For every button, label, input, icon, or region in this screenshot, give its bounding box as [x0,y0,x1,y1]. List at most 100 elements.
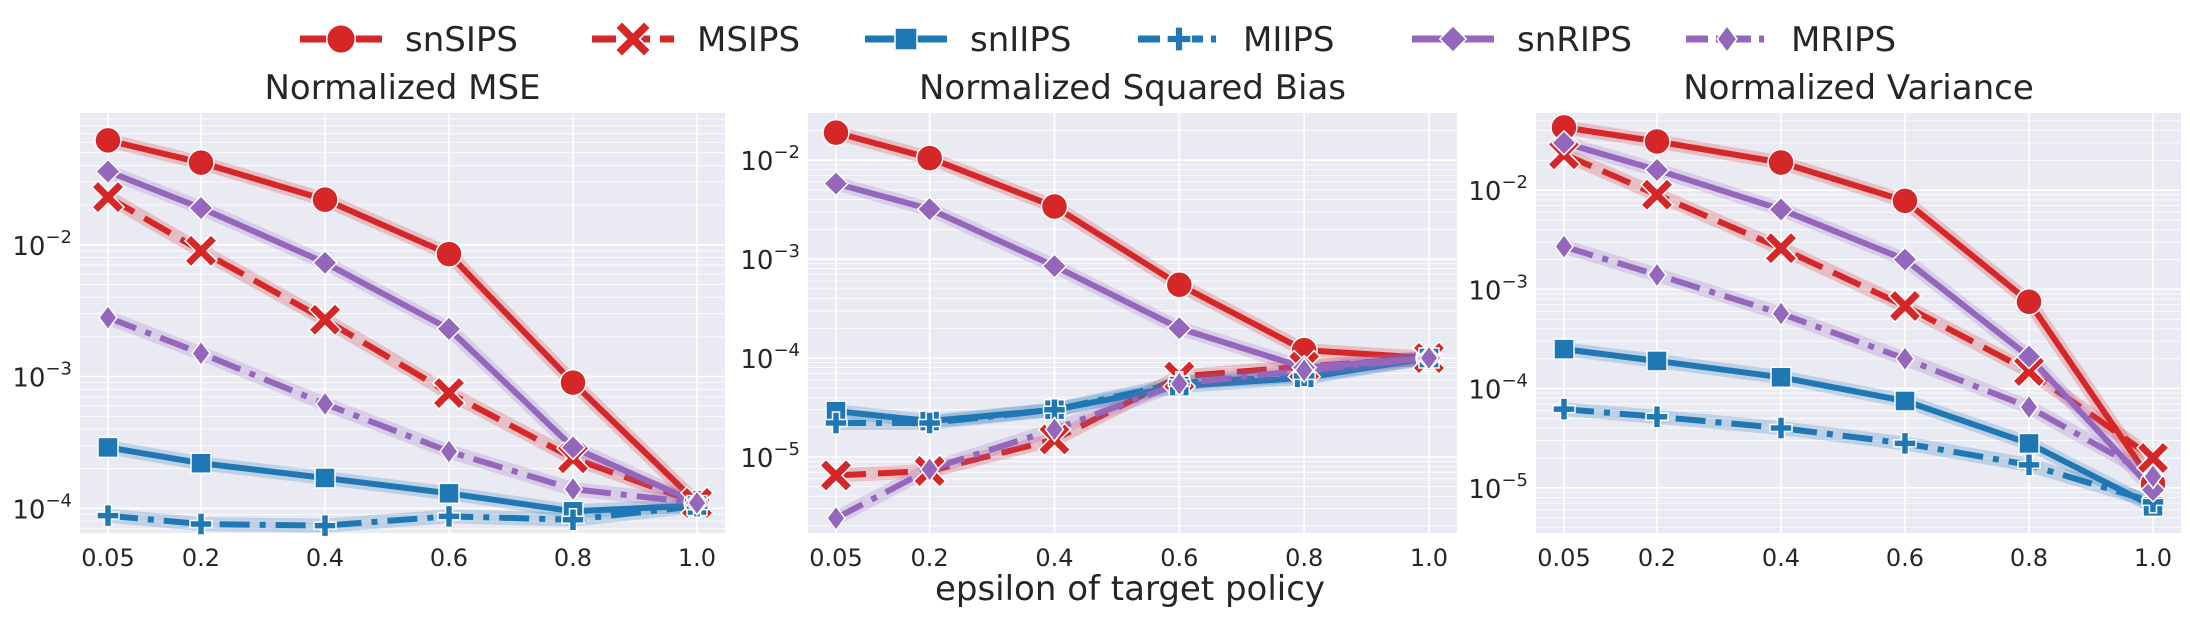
data-point [2017,453,2041,477]
data-point [561,507,585,532]
x-tick-label: 0.2 [182,544,220,572]
y-tick-label: 10−4 [12,490,72,525]
data-point-stroke [434,378,464,408]
data-point [1294,357,1315,384]
y-tick-label: 10−4 [1468,371,1528,406]
x-tick-label: 0.8 [2010,544,2048,572]
y-tick-base: 10 [1468,376,1501,406]
series-snrips [105,164,700,510]
data-point [307,302,343,337]
data-point [1169,370,1190,397]
data-point [1553,338,1575,360]
panel-title: Normalized MSE [264,68,540,108]
data-point [2015,288,2043,316]
series-line [1563,346,2155,510]
data-point-stroke [93,182,123,213]
data-point-stroke [1890,291,1920,321]
y-tick-base: 10 [1468,475,1501,505]
data-point [315,390,335,418]
markers-snrips [1550,129,2167,504]
legend-label: snIIPS [970,20,1071,60]
data-point [439,438,459,465]
data-point-stroke [1642,179,1672,210]
markers-mrips [826,344,1439,532]
y-tick-label: 10−3 [1468,271,1528,306]
legend-marker [1438,24,1468,54]
legend-label: MIIPS [1243,20,1334,60]
legend: snSIPS MSIPS snIIPS MIIPS snRIPS MRIPS [300,20,1896,60]
data-point [818,458,854,493]
y-tick-exponent: −2 [45,227,72,248]
series-snrips [1562,136,2159,495]
x-tick-label: 0.05 [1537,544,1590,572]
data-point [437,504,461,529]
series-line [1563,243,2155,480]
series-line [836,355,1430,427]
series-msips [1561,147,2158,464]
x-tick-label: 0.05 [81,544,134,572]
x-tick-label: 0.4 [1035,544,1073,572]
legend-marker [894,27,918,51]
series-line [106,314,698,506]
x-tick-label: 0.4 [1762,544,1800,572]
data-point [1887,288,1923,324]
data-point [1647,261,1667,289]
x-tick-label: 0.2 [1638,544,1676,572]
data-point [824,411,848,435]
legend-marker [1716,24,1738,54]
series-line [1563,139,2156,493]
data-point [1767,148,1795,177]
series-miips [1563,402,2156,509]
panel-normalized-squared-bias: 10−510−410−310−20.05 0.2 0.4 0.6 0.8 1.0Norma… [740,68,1457,572]
data-point [917,411,942,435]
series-line [1562,151,2155,461]
x-tick-label: 1.0 [1410,544,1448,572]
data-point [435,240,463,268]
series-line [834,355,1430,521]
y-tick-exponent: −3 [1501,271,1528,292]
x-tick-label: 1.0 [678,544,716,572]
data-point [435,315,463,342]
data-point [1895,345,1915,372]
panel-normalized-variance: 10−510−410−310−20.05 0.2 0.4 0.6 0.8 1.0Norma… [1468,68,2181,572]
y-tick-base: 10 [740,147,773,177]
data-point [190,452,212,474]
data-point [187,148,215,177]
x-tick-label: 0.8 [1285,544,1323,572]
panel-title: Normalized Variance [1683,68,2034,108]
y-tick-base: 10 [740,345,773,375]
data-point [1645,405,1669,429]
legend-marker-stroke [616,22,650,56]
y-tick-exponent: −5 [773,439,800,460]
series-line [107,503,698,529]
data-point [189,512,213,536]
markers-msips [1546,137,2171,475]
y-tick-base: 10 [12,364,45,394]
data-point [822,170,850,197]
data-point [1041,253,1068,280]
data-point [191,340,211,367]
legend-marker [1166,26,1192,52]
y-tick-base: 10 [12,232,45,262]
series-line [835,129,1430,361]
series-line [107,444,698,515]
series-snsips [834,125,1430,365]
y-tick-base: 10 [12,495,45,525]
y-tick-exponent: −4 [1501,371,1528,392]
data-point [1891,246,1919,273]
y-tick-label: 10−4 [740,340,800,375]
data-point [2139,476,2167,504]
y-tick-label: 10−5 [740,439,800,474]
data-point [1646,350,1668,372]
data-point [313,513,337,538]
data-point [1639,177,1675,212]
series-line [1563,406,2154,505]
legend-marker [325,23,357,55]
series-miips [107,499,698,533]
data-point [563,475,583,503]
data-point [1419,344,1439,372]
data-point [94,126,122,155]
data-point [187,194,215,222]
data-point [314,467,336,489]
